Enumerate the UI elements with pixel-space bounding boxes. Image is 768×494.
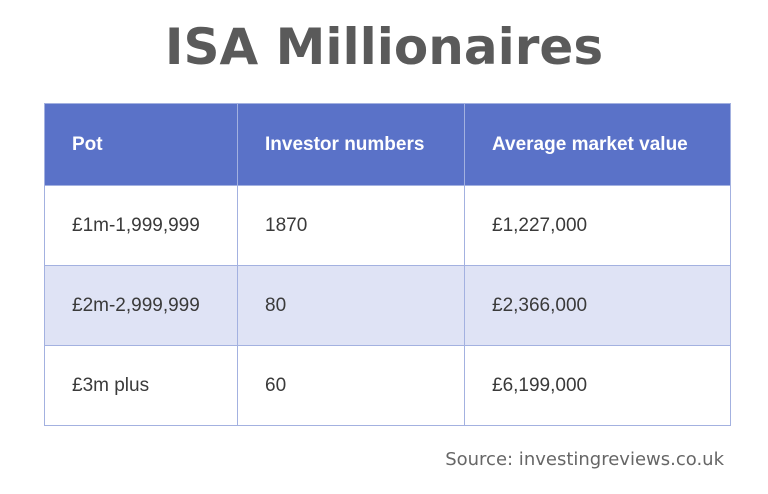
column-header-pot: Pot [44,103,238,186]
column-header-average-market-value: Average market value [464,103,731,186]
cell-pot: £2m-2,999,999 [44,265,238,346]
table-row: £1m-1,999,999 1870 £1,227,000 [44,185,731,266]
column-header-investor-numbers: Investor numbers [237,103,465,186]
cell-investor-numbers: 60 [237,345,465,426]
cell-average-market-value: £1,227,000 [464,185,731,266]
page-title: ISA Millionaires [164,18,604,76]
table-row: £2m-2,999,999 80 £2,366,000 [44,265,731,346]
source-note: Source: investingreviews.co.uk [445,449,724,470]
cell-investor-numbers: 1870 [237,185,465,266]
cell-average-market-value: £6,199,000 [464,345,731,426]
table-row: £3m plus 60 £6,199,000 [44,345,731,426]
cell-investor-numbers: 80 [237,265,465,346]
table-header-row: Pot Investor numbers Average market valu… [44,103,731,186]
isa-millionaires-table: Pot Investor numbers Average market valu… [44,103,731,426]
cell-pot: £1m-1,999,999 [44,185,238,266]
cell-average-market-value: £2,366,000 [464,265,731,346]
cell-pot: £3m plus [44,345,238,426]
